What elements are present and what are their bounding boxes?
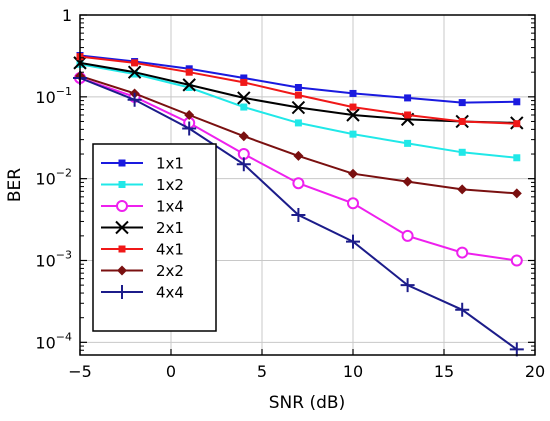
series-2x1-point: [237, 91, 251, 105]
legend-label: 1x1: [156, 155, 184, 173]
series-4x1-point: [185, 68, 193, 76]
series-1x4-point: [401, 229, 414, 242]
y-tick-label: 1: [62, 6, 72, 25]
legend-marker: [115, 220, 129, 235]
series-1x4-point: [347, 197, 359, 210]
y-axis-label: BER: [5, 168, 25, 202]
legend-marker: [118, 159, 126, 167]
series-2x2-point: [511, 188, 522, 199]
legend-entry: 2x1: [101, 219, 184, 237]
legend-label: 4x4: [156, 284, 184, 302]
series-4x4-point: [182, 121, 197, 136]
series-1x2-point: [404, 139, 412, 147]
x-tick-label: 5: [257, 362, 267, 381]
series-4x1-point: [458, 117, 466, 125]
series-1x2-point: [240, 103, 248, 111]
x-axis-ticks: −5 0 5 10 15 20: [68, 349, 545, 381]
series-1x1-point: [513, 98, 521, 106]
legend-marker: [115, 285, 129, 299]
x-tick-label: 20: [525, 362, 545, 381]
series-4x1: [76, 53, 521, 128]
legend-marker: [118, 181, 126, 188]
series-2x1-point: [346, 108, 360, 122]
x-tick-label: 0: [166, 362, 176, 381]
legend-label: 1x4: [156, 198, 184, 216]
series-4x1-point: [349, 103, 357, 111]
series-2x1-point: [291, 100, 306, 115]
series-2x1-point: [182, 78, 196, 92]
series-1x1-point: [294, 84, 302, 92]
series-1x2-point: [294, 119, 302, 127]
series-1x2-point: [349, 130, 357, 138]
series-1x2-point: [185, 84, 193, 92]
series-2x2-point: [402, 176, 413, 187]
series-4x4-point: [455, 302, 470, 317]
series-2x2-point: [238, 131, 249, 142]
series-1x4-point: [456, 246, 469, 259]
series-4x4-point: [346, 234, 360, 249]
series-4x4-point: [400, 278, 415, 293]
x-tick-label: 15: [434, 362, 454, 381]
series-1x4-point: [510, 254, 523, 267]
legend-entry: 4x4: [101, 284, 184, 302]
legend-label: 4x1: [156, 241, 184, 259]
grid: [80, 15, 535, 355]
x-tick-label: −5: [68, 362, 92, 381]
series-4x4-point: [127, 92, 142, 107]
series-2x1-point: [127, 65, 142, 79]
series-2x2-point: [293, 150, 304, 161]
series-4x1-point: [513, 120, 521, 128]
legend-entry: 4x1: [101, 241, 184, 259]
y-axis-ticks: 110−110−210−310−4: [35, 6, 535, 356]
series-2x2-point: [184, 109, 195, 120]
legend-label: 1x2: [156, 176, 184, 194]
plot-frame: [79, 14, 536, 356]
x-tick-label: 10: [343, 362, 363, 381]
series-2x2-point: [348, 168, 358, 179]
legend-entry: 1x2: [101, 176, 184, 194]
series-2x2-point: [457, 184, 468, 195]
series-1x2-point: [513, 154, 521, 162]
series-4x4-point: [291, 207, 306, 222]
legend-box: [92, 143, 217, 332]
series-1x1-point: [458, 99, 466, 107]
legend: 1x1 1x2 1x4 2x1 4x1 2x2 4x4: [92, 143, 217, 332]
series-1x2-point: [458, 148, 466, 156]
legend-entry: 1x1: [101, 155, 184, 173]
series-4x1-point: [240, 78, 248, 86]
legend-marker: [116, 200, 128, 212]
series-4x1-point: [404, 111, 412, 119]
series-1x2-point: [131, 70, 139, 78]
legend-label: 2x2: [156, 262, 184, 280]
series-4x1-point: [131, 59, 139, 67]
series-1x4-point: [292, 177, 305, 190]
series-4x1-point: [294, 91, 302, 99]
legend-marker: [118, 245, 126, 253]
series-4x4-point: [509, 342, 524, 357]
legend-entry: 1x4: [101, 198, 184, 216]
legend-label: 2x1: [156, 219, 184, 237]
series-4x4-point: [236, 157, 251, 172]
series-1x1-point: [349, 89, 357, 97]
x-axis-label: SNR (dB): [269, 393, 345, 413]
series-1x1-point: [240, 74, 248, 82]
legend-marker: [117, 265, 127, 276]
legend-entry: 2x2: [101, 262, 184, 280]
series-1x1-point: [404, 94, 412, 102]
